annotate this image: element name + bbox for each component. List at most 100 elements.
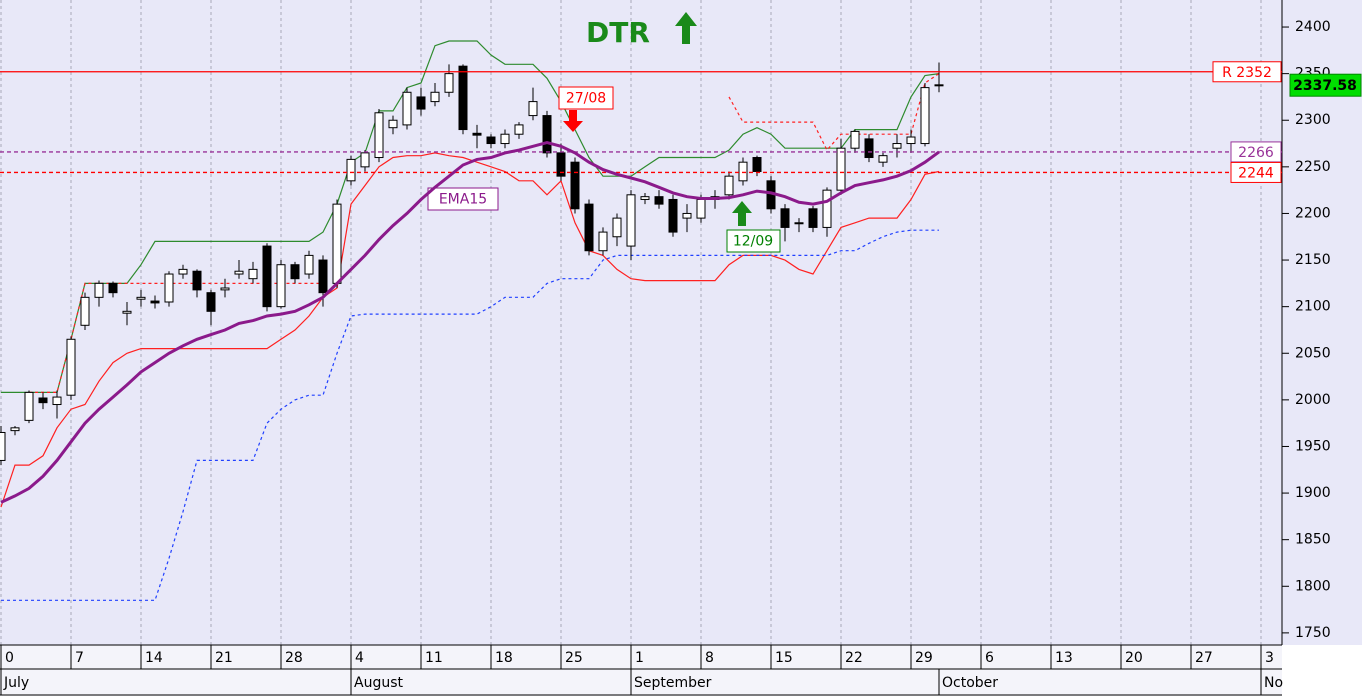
candle-body [500, 133, 510, 145]
candle-body [696, 198, 706, 219]
candle-body [346, 158, 356, 182]
level-box [1230, 161, 1282, 183]
candle-body [402, 91, 412, 126]
candle-body [556, 152, 566, 177]
candle-body [654, 196, 664, 205]
x-tick-label: 13 [1055, 650, 1073, 666]
candle-body [136, 296, 146, 300]
candle-body [262, 245, 272, 308]
candle-body [892, 143, 902, 149]
indicator-line [1, 40, 940, 393]
y-tick-label: 1900 [1295, 485, 1331, 501]
y-tick-label: 1950 [1295, 438, 1331, 454]
candle-body [444, 73, 454, 93]
plot-background [0, 0, 1282, 645]
x-tick-label: 25 [565, 650, 583, 666]
candle-body [472, 132, 482, 136]
candle-body [626, 194, 636, 247]
candle-body [80, 296, 90, 326]
candle-body [0, 431, 6, 461]
x-tick-label: 14 [145, 650, 163, 666]
candle-body [836, 147, 846, 191]
candle-body [486, 136, 496, 145]
candle-body [52, 396, 62, 406]
indicator-line [29, 73, 940, 393]
candle-body [206, 292, 216, 312]
candle-body [794, 222, 804, 225]
candle-body [374, 112, 384, 159]
candle-body [430, 91, 440, 103]
candle-body [108, 282, 118, 294]
candle-body [724, 175, 734, 196]
candle-body [360, 152, 370, 168]
up-arrow [732, 201, 752, 226]
x-tick-label: 11 [425, 650, 443, 666]
month-label: August [354, 675, 404, 691]
x-tick-label: 6 [985, 650, 994, 666]
candle-body [192, 270, 202, 291]
candle-body [934, 84, 944, 87]
x-tick-label: 15 [775, 650, 793, 666]
candle-body [808, 208, 818, 228]
x-tick-label: 27 [1195, 650, 1213, 666]
candle-body [24, 391, 34, 421]
annotation-27-08: 27/08 [558, 86, 614, 132]
candle-body [920, 87, 930, 145]
month-label: October [942, 675, 998, 691]
indicator-line [0, 141, 940, 504]
level-box [1230, 141, 1282, 163]
month-label: No [1264, 675, 1283, 691]
candle-body [640, 196, 650, 200]
x-tick-label: 3 [1265, 650, 1274, 666]
marks [0, 62, 944, 466]
annotation-box [558, 86, 614, 110]
y-tick-label: 2100 [1295, 299, 1331, 315]
candle-body [332, 203, 342, 284]
candle-body [458, 65, 468, 131]
candle-body [528, 101, 538, 117]
candle-body [738, 161, 748, 182]
candle-body [248, 268, 258, 280]
y-tick-label: 1850 [1295, 532, 1331, 548]
candle-body [290, 264, 300, 280]
y-tick-label: 2150 [1295, 252, 1331, 268]
x-tick-label: 22 [845, 650, 863, 666]
candle-body [584, 203, 594, 252]
x-tick-label: 20 [1125, 650, 1143, 666]
down-arrow [563, 110, 583, 132]
indicator-line [1, 229, 939, 601]
grid [0, 0, 1262, 645]
candle-body [10, 427, 20, 432]
date-axis-background [0, 645, 1282, 696]
annotation-text: 27/08 [566, 91, 606, 107]
y-tick-label: 2250 [1295, 159, 1331, 175]
x-tick-label: 29 [915, 650, 933, 666]
level-box [1212, 61, 1282, 83]
axis-background [1282, 0, 1362, 645]
y-tick-label: 2000 [1295, 392, 1331, 408]
y-tick-label: 1800 [1295, 578, 1331, 594]
month-label: July [3, 675, 29, 691]
chart-title: DTR [586, 16, 650, 49]
x-tick-label: 8 [705, 650, 714, 666]
candle-body [416, 96, 426, 110]
candle-body [612, 217, 622, 238]
level-label: 2266 [1238, 145, 1274, 161]
ema-label-box [427, 187, 499, 211]
y-tick-label: 2300 [1295, 112, 1331, 128]
candle-body [66, 338, 76, 396]
candle-body [598, 231, 608, 252]
x-tick-label: 7 [75, 650, 84, 666]
candle-body [38, 397, 48, 404]
candle-body [304, 254, 314, 275]
candle-body [220, 287, 230, 291]
month-label: September [634, 675, 712, 691]
candle-body [318, 259, 328, 294]
candle-body [850, 130, 860, 149]
candle-body [752, 157, 762, 173]
x-tick-label: 28 [285, 650, 303, 666]
candle-body [542, 115, 552, 154]
candle-body [822, 189, 832, 228]
y-tick-label: 1750 [1295, 625, 1331, 641]
